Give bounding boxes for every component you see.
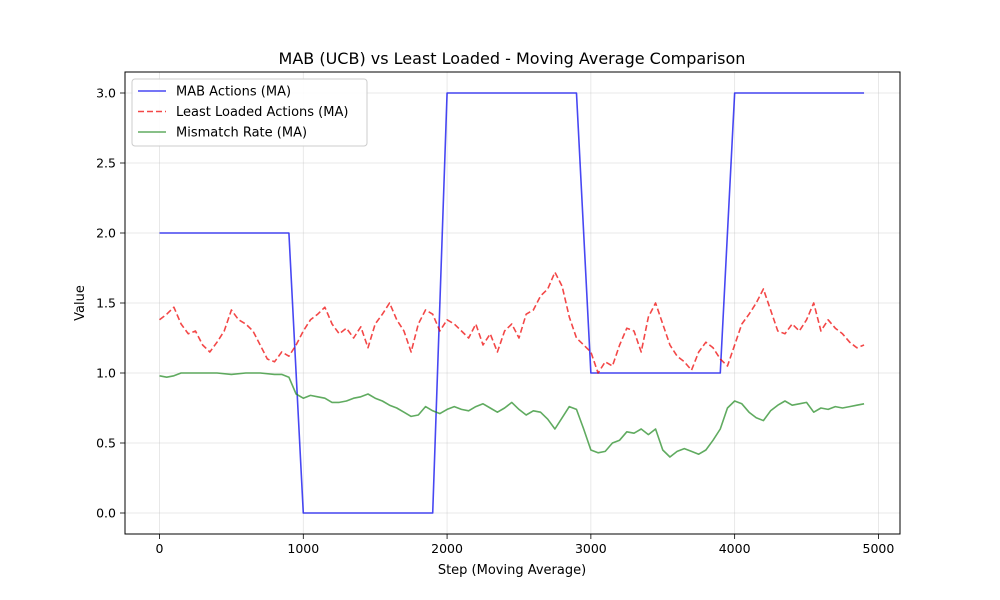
series-line-least-loaded-actions-ma — [159, 271, 865, 374]
y-tick-label: 1.0 — [96, 366, 116, 381]
x-tick-label: 5000 — [863, 541, 895, 556]
x-axis-label: Step (Moving Average) — [438, 563, 586, 578]
legend-box — [131, 78, 368, 147]
series-line-mab-actions-ma — [159, 92, 865, 514]
y-tick-label: 0.5 — [96, 436, 116, 451]
x-tick-label: 4000 — [719, 541, 751, 556]
y-tick-label: 0.0 — [96, 506, 116, 521]
y-tick-label: 2.0 — [96, 226, 116, 241]
series-line-mismatch-rate-ma — [159, 372, 865, 458]
y-tick-label: 2.5 — [96, 156, 116, 171]
legend-label-mab-actions-ma: MAB Actions (MA) — [176, 85, 291, 100]
y-tick-label: 1.5 — [96, 296, 116, 311]
x-tick-label: 0 — [156, 541, 164, 556]
y-tick-label: 3.0 — [96, 86, 116, 101]
series-lines — [159, 92, 865, 514]
legend-label-least-loaded-actions-ma: Least Loaded Actions (MA) — [176, 105, 348, 120]
chart-title: MAB (UCB) vs Least Loaded - Moving Avera… — [279, 49, 746, 68]
x-tick-label: 1000 — [287, 541, 319, 556]
x-tick-label: 3000 — [575, 541, 607, 556]
legend: MAB Actions (MA) Least Loaded Actions (MA… — [131, 78, 368, 147]
y-axis-label: Value — [73, 285, 88, 321]
axis-ticks: 0 1000 2000 3000 4000 5000 0.0 0.5 1.0 1.5 2.0 2.5 3… — [96, 86, 894, 557]
x-tick-label: 2000 — [431, 541, 463, 556]
legend-label-mismatch-rate-ma: Mismatch Rate (MA) — [176, 126, 307, 141]
